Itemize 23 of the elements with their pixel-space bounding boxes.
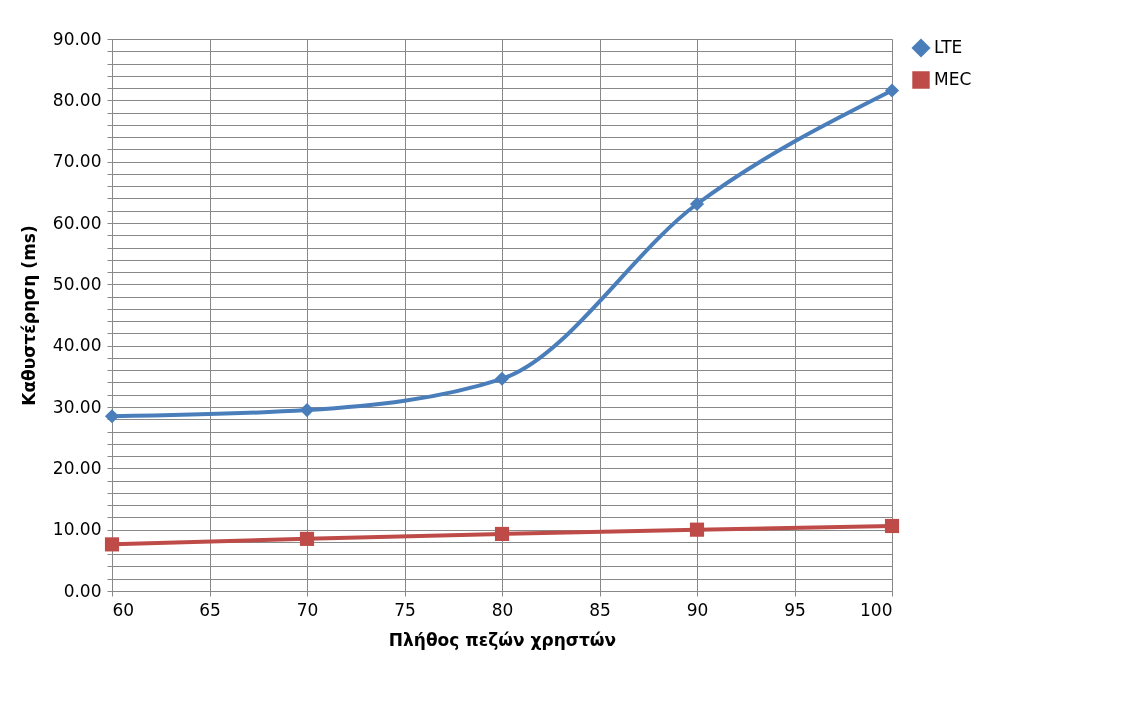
legend-label: MEC xyxy=(934,69,972,89)
x-tick-label: 80 xyxy=(491,599,514,620)
x-tick-label: 85 xyxy=(589,599,611,620)
y-tick-label: 90.00 xyxy=(52,28,102,49)
y-tick-label: 80.00 xyxy=(52,89,102,110)
x-tick-label: 60 xyxy=(112,599,135,620)
y-tick-label: 0.00 xyxy=(63,580,102,601)
y-tick-label: 30.00 xyxy=(52,396,102,417)
x-tick-label: 95 xyxy=(784,599,806,620)
y-tick-label: 50.00 xyxy=(52,273,102,294)
y-tick-label: 10.00 xyxy=(52,519,102,540)
x-tick-label: 75 xyxy=(394,599,416,620)
y-tick-label: 40.00 xyxy=(52,335,102,356)
x-tick-label: 70 xyxy=(296,599,319,620)
y-tick-label: 60.00 xyxy=(52,212,102,233)
y-tick-label: 70.00 xyxy=(52,151,102,172)
legend-label: LTE xyxy=(934,37,963,57)
x-axis-title: Πλήθος πεζών χρηστών xyxy=(388,629,617,650)
y-tick-label: 20.00 xyxy=(52,457,102,478)
x-tick-label: 65 xyxy=(199,599,221,620)
y-axis-title: Καθυστέρηση (ms) xyxy=(18,225,39,406)
x-tick-label: 90 xyxy=(686,599,709,620)
x-tick-label: 100 xyxy=(860,599,893,620)
